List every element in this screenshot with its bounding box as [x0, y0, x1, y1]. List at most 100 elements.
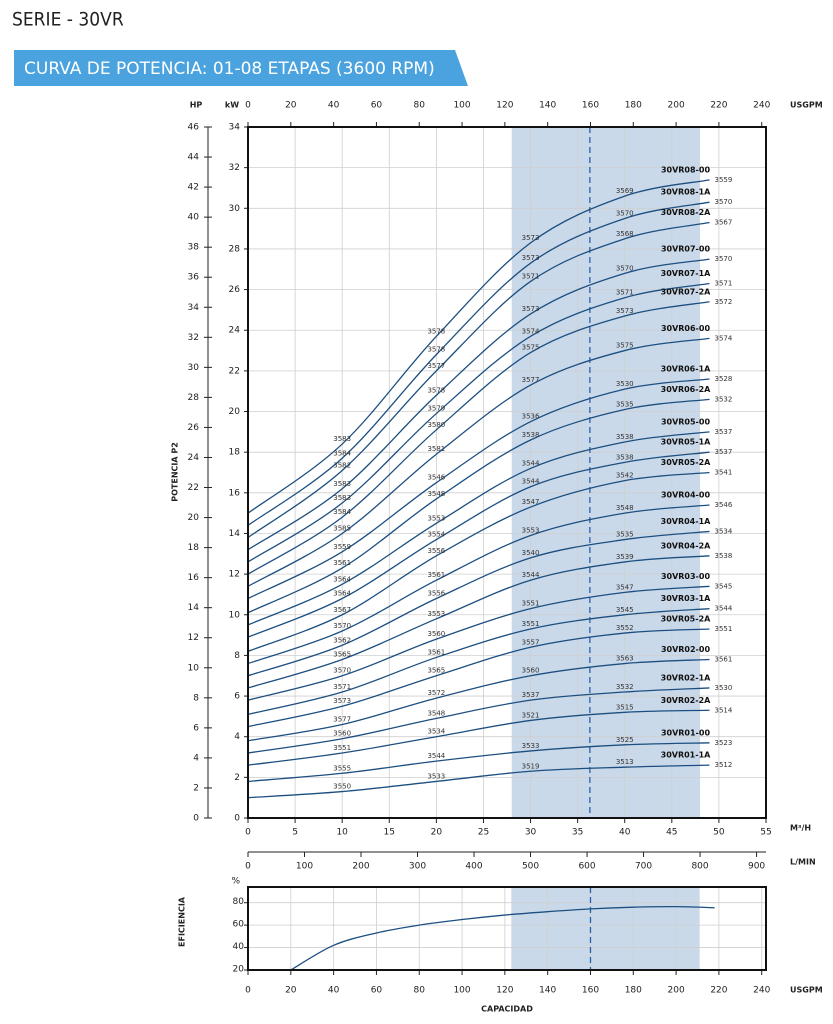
model-name: 30VR07-00: [661, 245, 711, 254]
x3-tick-label: 600: [578, 862, 595, 872]
y2-tick-label: 38: [188, 243, 200, 253]
x2-tick-label: 0: [245, 101, 251, 111]
curve-label: 3573: [522, 234, 540, 242]
model-name: 30VR06-1A: [661, 365, 712, 374]
y-tick-label: 18: [229, 448, 241, 458]
curve-label: 3575: [616, 342, 634, 350]
y2-tick-label: 22: [188, 483, 199, 493]
y-tick-label: 2: [234, 773, 240, 783]
y-tick-label: 10: [229, 610, 241, 620]
curve-label: 3571: [333, 683, 351, 691]
curve-label: 3565: [333, 650, 351, 658]
x2-tick-label: 120: [496, 101, 513, 111]
banner: [14, 50, 468, 86]
power-curve: [247, 530, 710, 677]
curve-label: 3544: [522, 478, 540, 486]
x2-tick-label: 160: [582, 101, 599, 111]
x-unit: USGPM: [790, 986, 823, 995]
banner-text: CURVA DE POTENCIA: 01-08 ETAPAS (3600 RP…: [24, 59, 435, 79]
y-tick-label: 8: [234, 651, 240, 661]
model-name: 30VR04-00: [661, 491, 711, 500]
y-tick-label: 4: [234, 732, 240, 742]
curve-label: 3551: [714, 625, 732, 633]
power-curve: [247, 764, 710, 799]
x-tick-label: 160: [582, 986, 599, 996]
curve-label: 3515: [616, 703, 634, 711]
curve-label: 3572: [714, 298, 732, 306]
curve-label: 3575: [522, 344, 540, 352]
x-tick-label: 25: [478, 828, 489, 838]
curve-label: 3573: [522, 305, 540, 313]
curve-label: 3547: [522, 498, 540, 506]
y-tick-label: 12: [229, 570, 240, 580]
curve-label: 3550: [333, 783, 351, 791]
y-tick-label: 24: [229, 326, 241, 336]
curve-label: 3519: [522, 762, 540, 770]
curve-label: 3514: [714, 706, 732, 714]
curve-label: 3548: [427, 490, 445, 498]
y2-tick-label: 26: [188, 423, 200, 433]
curve-label: 3564: [333, 590, 351, 598]
curve-label: 3533: [522, 742, 540, 750]
y2-tick-label: 40: [188, 213, 200, 223]
x2-unit: USGPM: [790, 101, 823, 110]
curve-label: 3572: [427, 689, 445, 697]
curve-label: 3536: [522, 413, 540, 421]
curve-label: 3565: [427, 667, 445, 675]
model-name: 30VR01-00: [661, 728, 711, 737]
y2-tick-label: 44: [188, 153, 200, 163]
curve-label: 3545: [616, 606, 634, 614]
curve-label: 3538: [522, 431, 540, 439]
y-tick-label: 0: [234, 814, 240, 824]
curve-label: 3521: [522, 711, 540, 719]
model-name: 30VR05-1A: [661, 438, 712, 447]
x2-tick-label: 140: [539, 101, 556, 111]
curve-label: 3581: [427, 445, 445, 453]
y-tick-label: 80: [233, 897, 245, 907]
y-tick-label: 20: [233, 965, 245, 975]
x-tick-label: 20: [285, 986, 297, 996]
x3-tick-label: 700: [635, 862, 652, 872]
recommended-zone: [511, 127, 701, 818]
curve-label: 3541: [714, 469, 732, 477]
model-name: 30VR02-1A: [661, 673, 712, 682]
curve-label: 3512: [714, 761, 732, 769]
power-chart: 0 5 10 15 20 25 30 35 40 45 50 55024681012141618202…: [171, 101, 823, 872]
curve-label: 3538: [616, 433, 634, 441]
power-curve: [247, 201, 710, 526]
curve-label: 3533: [427, 772, 445, 780]
model-name: 30VR03-1A: [661, 594, 712, 603]
x-tick-label: 180: [625, 986, 642, 996]
model-name: 30VR08-1A: [661, 188, 712, 197]
curve-label: 3560: [427, 630, 445, 638]
y2-tick-label: 4: [193, 753, 199, 763]
curve-label: 3551: [333, 744, 351, 752]
curve-label: 3553: [427, 514, 445, 522]
y2-tick-label: 2: [193, 783, 199, 793]
y2-tick-label: 28: [188, 393, 200, 403]
x3-tick-label: 800: [691, 862, 708, 872]
x-tick-label: 45: [666, 828, 677, 838]
y2-tick-label: 46: [188, 123, 200, 133]
curve-label: 3573: [522, 254, 540, 262]
y-tick-label: 16: [229, 488, 241, 498]
curve-label: 3534: [427, 728, 445, 736]
curve-label: 3567: [714, 219, 732, 227]
y-tick-label: 60: [233, 920, 245, 930]
y-tick-label: 34: [229, 123, 241, 133]
model-name: 30VR01-1A: [661, 751, 712, 760]
y2-unit: HP: [190, 101, 203, 110]
curve-label: 3535: [616, 400, 634, 408]
y-tick-label: 32: [229, 163, 240, 173]
x-tick-label: 35: [572, 828, 583, 838]
curve-label: 3570: [333, 622, 351, 630]
curve-label: 3577: [427, 362, 445, 370]
y2-tick-label: 18: [188, 543, 200, 553]
x-tick-label: 40: [328, 986, 340, 996]
plot-frame: [247, 126, 767, 819]
model-name: 30VR08-2A: [661, 208, 712, 217]
power-curve: [247, 687, 710, 754]
curve-label: 3542: [616, 472, 634, 480]
curve-label: 3538: [616, 453, 634, 461]
x3-tick-label: 400: [465, 862, 482, 872]
